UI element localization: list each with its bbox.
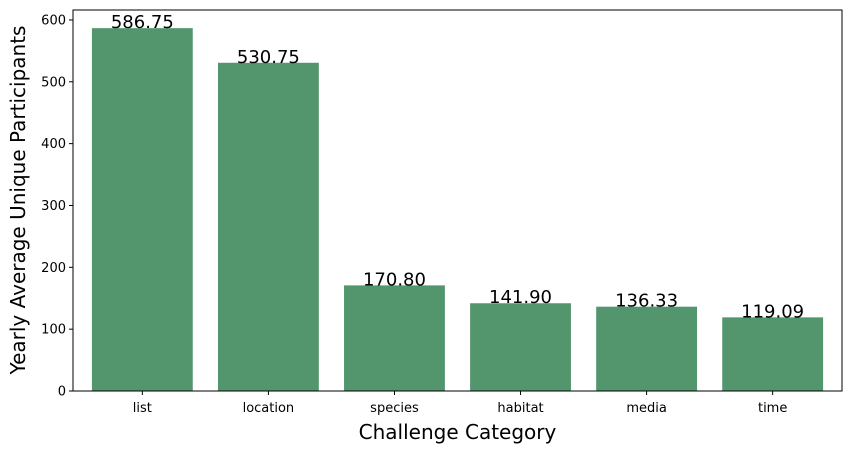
x-tick-label-habitat: habitat	[497, 401, 543, 416]
x-tick-label-media: media	[626, 401, 667, 416]
bar-media	[596, 306, 698, 391]
value-label-species: 170.80	[363, 269, 426, 290]
value-label-time: 119.09	[741, 301, 804, 322]
y-tick-label-300: 300	[41, 199, 66, 214]
bar-location	[217, 62, 319, 391]
x-axis-ticks: list location species habitat media time	[133, 391, 787, 416]
y-tick-label-400: 400	[41, 137, 66, 152]
x-tick-label-species: species	[370, 401, 419, 416]
plot-frame	[72, 9, 843, 392]
y-axis-label: Yearly Average Unique Participants	[6, 26, 30, 376]
value-labels-group: 586.75 530.75 170.80 141.90 136.33 119.09	[111, 12, 804, 322]
x-axis-label: Challenge Category	[359, 420, 557, 444]
bar-species	[344, 285, 445, 391]
x-tick-label-location: location	[243, 401, 295, 416]
x-tick-label-time: time	[758, 401, 787, 416]
bars-group	[91, 28, 824, 392]
bar-habitat	[470, 303, 571, 391]
value-label-habitat: 141.90	[489, 287, 552, 308]
y-tick-label-600: 600	[41, 13, 66, 28]
y-tick-label-500: 500	[41, 75, 66, 90]
x-tick-label-list: list	[133, 401, 152, 416]
bar-list	[91, 28, 193, 392]
bar-time	[722, 317, 824, 391]
value-label-media: 136.33	[615, 291, 678, 312]
y-tick-label-0: 0	[58, 385, 66, 400]
y-tick-label-200: 200	[41, 261, 66, 276]
value-label-list: 586.75	[111, 12, 174, 33]
y-tick-label-100: 100	[41, 323, 66, 338]
value-label-location: 530.75	[237, 47, 300, 68]
y-axis-ticks: 0 100 200 300 400 500 600	[41, 13, 73, 400]
plot-area	[73, 10, 842, 391]
